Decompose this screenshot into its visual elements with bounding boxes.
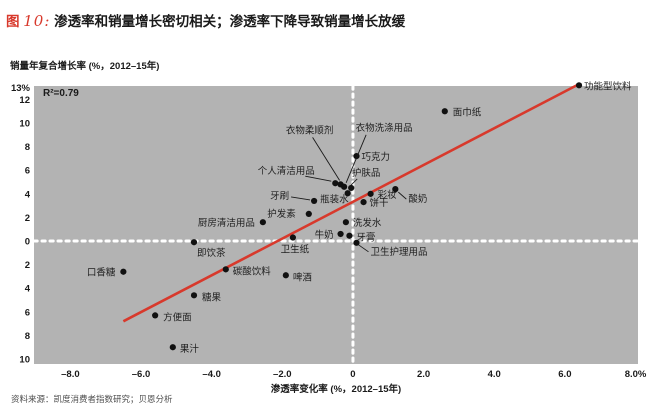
- label-leader-line: [398, 191, 407, 200]
- x-tick-label: 2.0: [417, 369, 430, 380]
- data-point: [342, 219, 349, 226]
- point-label: 卫生纸: [281, 244, 310, 256]
- data-point: [344, 190, 351, 197]
- y-tick-label: 13%: [11, 83, 31, 94]
- point-label: 衣物柔顺剂: [286, 124, 334, 136]
- x-tick-label: 4.0: [488, 369, 501, 380]
- y-tick-label: 8: [25, 142, 30, 153]
- y-tick-label: 12: [19, 95, 30, 106]
- point-label: 个人清洁用品: [258, 165, 315, 177]
- y-tick-label: 4: [25, 189, 31, 200]
- label-leader-line: [358, 244, 369, 253]
- point-label: 厨房清洁用品: [198, 217, 255, 229]
- data-point: [120, 268, 127, 275]
- label-leader-line: [291, 196, 311, 201]
- data-point: [190, 239, 198, 246]
- data-point: [441, 108, 448, 115]
- data-point: [259, 219, 266, 226]
- point-label: 饼干: [370, 197, 389, 209]
- data-point: [348, 184, 355, 192]
- point-label: 护肤品: [352, 167, 381, 179]
- source-note: 资料来源：凯度消费者指数研究；贝恩分析: [11, 394, 173, 404]
- figure-title-text: 渗透率和销量增长密切相关；渗透率下降导致销量增长放缓: [54, 14, 406, 29]
- y-tick-label: 2: [25, 213, 30, 224]
- x-tick-label: –6.0: [132, 369, 151, 380]
- point-label: 牙膏: [356, 232, 375, 244]
- point-label: 面巾纸: [453, 106, 482, 118]
- point-label: 巧克力: [361, 151, 390, 163]
- data-point: [575, 82, 583, 89]
- data-point: [190, 292, 198, 299]
- point-label: 口香糖: [87, 267, 116, 279]
- point-label: 牛奶: [315, 229, 334, 241]
- label-leader-line: [305, 175, 332, 182]
- data-point: [392, 186, 399, 193]
- data-point: [152, 312, 159, 319]
- data-point: [367, 190, 374, 197]
- point-label: 果汁: [180, 343, 200, 355]
- data-point: [282, 272, 289, 279]
- point-label: 糖果: [202, 291, 222, 303]
- point-label: 洗发水: [353, 217, 382, 229]
- x-tick-label: –4.0: [202, 369, 221, 380]
- data-point: [169, 344, 176, 351]
- y-tick-label: 2: [25, 260, 30, 271]
- figure-title: 图 10: 渗透率和销量增长密切相关；渗透率下降导致销量增长放缓: [6, 10, 405, 30]
- data-point: [337, 230, 344, 238]
- y-tick-label: 6: [25, 307, 30, 318]
- y-tick-label: 10: [19, 355, 30, 366]
- label-leader-line: [345, 134, 367, 183]
- x-tick-label: 6.0: [558, 369, 571, 380]
- figure-tag: 图: [6, 14, 20, 29]
- point-label: 方便面: [163, 311, 192, 323]
- figure-number: 10:: [23, 12, 51, 30]
- point-label: 彩妆: [378, 189, 398, 201]
- data-point: [311, 197, 318, 205]
- point-label: 功能型饮料: [584, 80, 632, 92]
- data-point: [222, 266, 229, 273]
- data-point: [341, 183, 348, 190]
- y-tick-label: 4: [25, 284, 31, 295]
- point-label: 酸奶: [408, 193, 427, 205]
- r-squared-label: R²=0.79: [43, 88, 79, 99]
- data-point: [289, 234, 297, 241]
- plot-area: [34, 86, 638, 364]
- label-leader-line: [312, 137, 340, 181]
- label-leader-line: [350, 178, 358, 186]
- point-label: 衣物洗涤用品: [356, 122, 413, 134]
- y-axis-title: 销量年复合增长率 (%，2012–15年): [10, 61, 160, 72]
- point-label: 护发素: [267, 208, 296, 220]
- point-label: 卫生护理用品: [370, 246, 427, 258]
- x-tick-label: –8.0: [61, 369, 80, 380]
- data-point: [360, 199, 367, 206]
- data-point: [346, 232, 353, 239]
- point-label: 啤酒: [293, 271, 313, 283]
- x-axis-title: 渗透率变化率 (%，2012–15年): [270, 384, 402, 395]
- point-label: 碳酸饮料: [233, 265, 272, 277]
- x-tick-label: 8.0%: [625, 369, 647, 380]
- data-point: [332, 180, 339, 187]
- trend-line: [122, 82, 580, 323]
- y-tick-label: 8: [25, 331, 30, 342]
- y-tick-label: 10: [19, 119, 30, 130]
- point-label: 即饮茶: [197, 247, 226, 259]
- data-point: [305, 210, 312, 218]
- x-tick-label: –2.0: [273, 369, 292, 380]
- y-tick-label: 0: [25, 237, 30, 248]
- y-tick-label: 6: [25, 166, 30, 177]
- x-tick-label: 0: [350, 369, 355, 380]
- data-point: [353, 239, 360, 246]
- point-label: 瓶装水: [320, 193, 349, 205]
- point-label: 牙刷: [270, 191, 289, 202]
